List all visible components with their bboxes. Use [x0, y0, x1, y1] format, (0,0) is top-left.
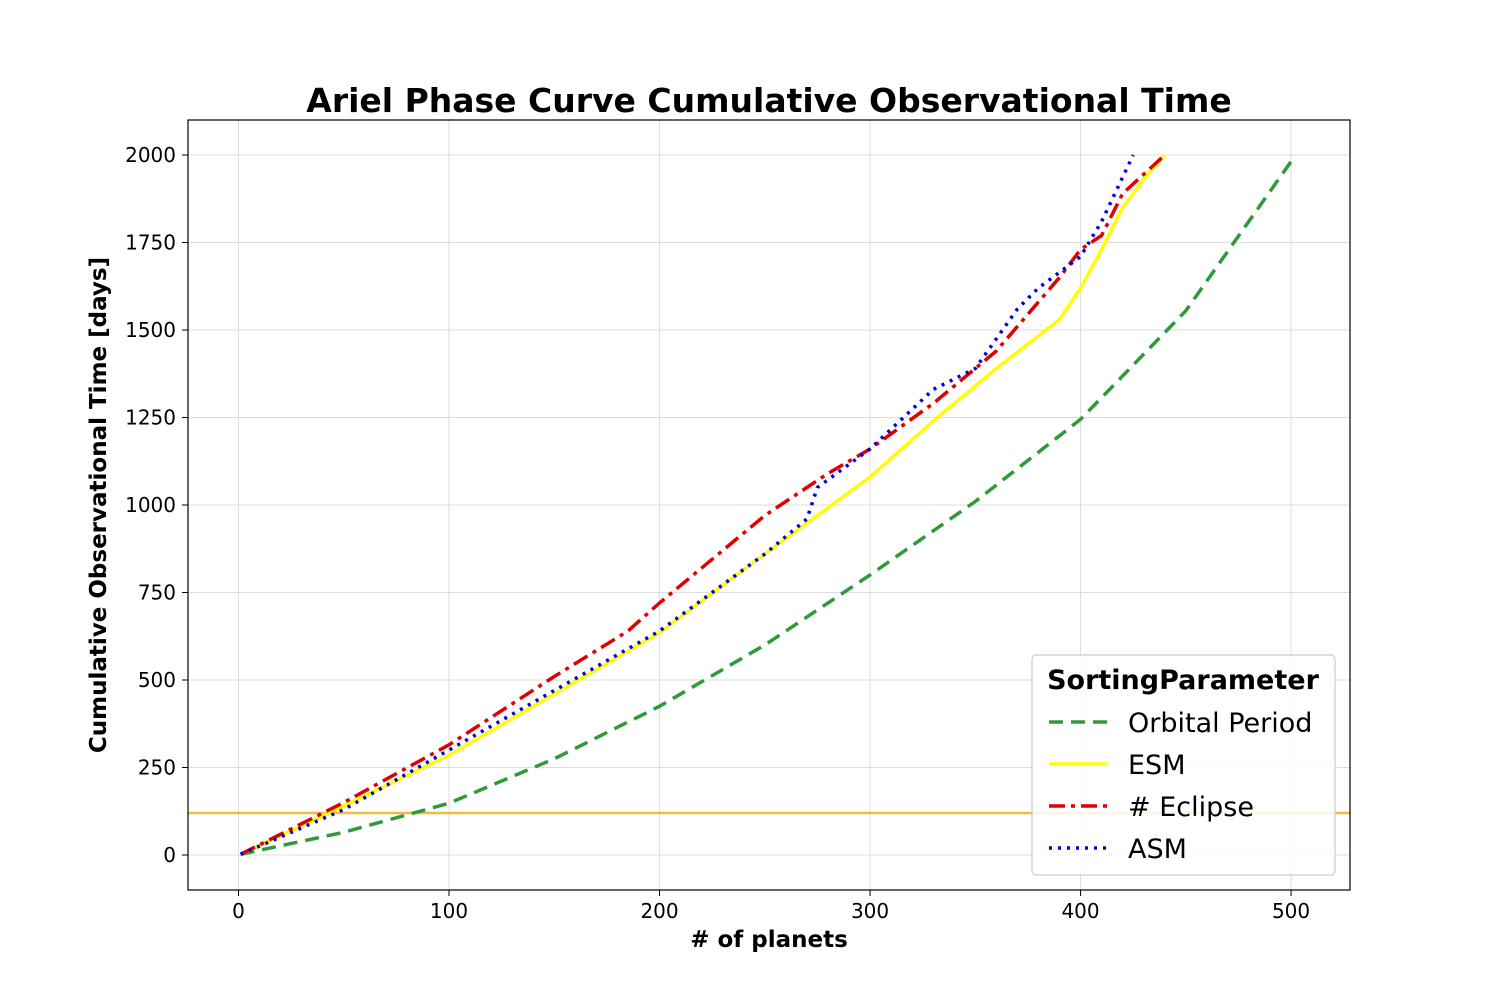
- series-layer: [239, 153, 1295, 857]
- y-tick-label: 2000: [125, 143, 176, 167]
- x-tick-label: 300: [851, 899, 889, 923]
- legend-title: SortingParameter: [1047, 665, 1320, 696]
- legend-label-1: ESM: [1128, 750, 1186, 781]
- y-axis-label: Cumulative Observational Time [days]: [86, 257, 112, 753]
- series-line-2: [239, 153, 1166, 856]
- x-tick-label: 200: [640, 899, 678, 923]
- y-tick-label: 0: [163, 843, 176, 867]
- y-tick-label: 1250: [125, 406, 176, 430]
- y-tick-label: 1500: [125, 318, 176, 342]
- y-axis: 0 250 500 750 1000 1250 1500 1750 2000: [125, 143, 188, 867]
- x-axis-label: # of planets: [690, 927, 848, 953]
- y-tick-label: 750: [138, 581, 176, 605]
- x-axis: 0 100 200 300 400 500: [232, 890, 1310, 923]
- x-tick-label: 100: [430, 899, 468, 923]
- x-tick-label: 400: [1061, 899, 1099, 923]
- legend: SortingParameter Orbital Period ESM # Ecli…: [1031, 654, 1336, 876]
- legend-box: [1031, 654, 1336, 876]
- series-line-1: [239, 153, 1167, 856]
- legend-label-2: # Eclipse: [1128, 792, 1254, 823]
- legend-label-0: Orbital Period: [1128, 708, 1312, 739]
- series-line-0: [240, 157, 1295, 857]
- legend-label-3: ASM: [1128, 834, 1187, 865]
- y-tick-label: 1000: [125, 493, 176, 517]
- x-tick-label: 0: [232, 899, 245, 923]
- y-tick-label: 1750: [125, 231, 176, 255]
- y-tick-label: 250: [138, 756, 176, 780]
- x-tick-label: 500: [1272, 899, 1310, 923]
- y-tick-label: 500: [138, 668, 176, 692]
- grid: [188, 120, 1350, 890]
- chart-title: Ariel Phase Curve Cumulative Observation…: [306, 81, 1231, 120]
